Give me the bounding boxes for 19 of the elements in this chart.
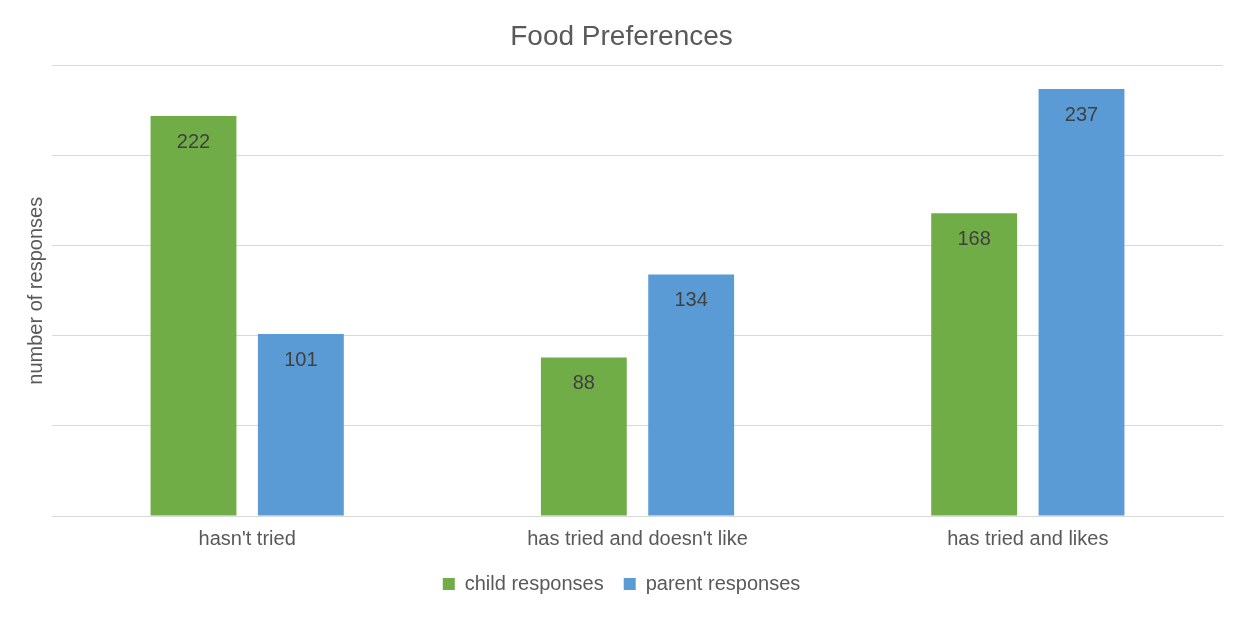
data-label: 168 [957,226,991,249]
legend-label: child responses [464,571,604,594]
bar [540,357,627,516]
bar [150,116,237,516]
data-label: 88 [572,370,595,393]
legend-label: parent responses [645,571,801,594]
bar [931,213,1018,516]
bar [1038,89,1125,516]
chart-title: Food Preferences [510,19,733,51]
y-axis-title: number of responses [23,196,46,385]
data-label: 237 [1064,102,1099,125]
bar [648,274,735,516]
x-tick-label: hasn't tried [198,526,296,549]
data-label: 222 [176,129,211,152]
data-label: 101 [284,347,318,370]
bar [257,334,344,516]
data-label: 134 [674,288,708,311]
x-tick-label: has tried and doesn't like [527,526,748,549]
x-tick-label: has tried and likes [947,526,1109,549]
